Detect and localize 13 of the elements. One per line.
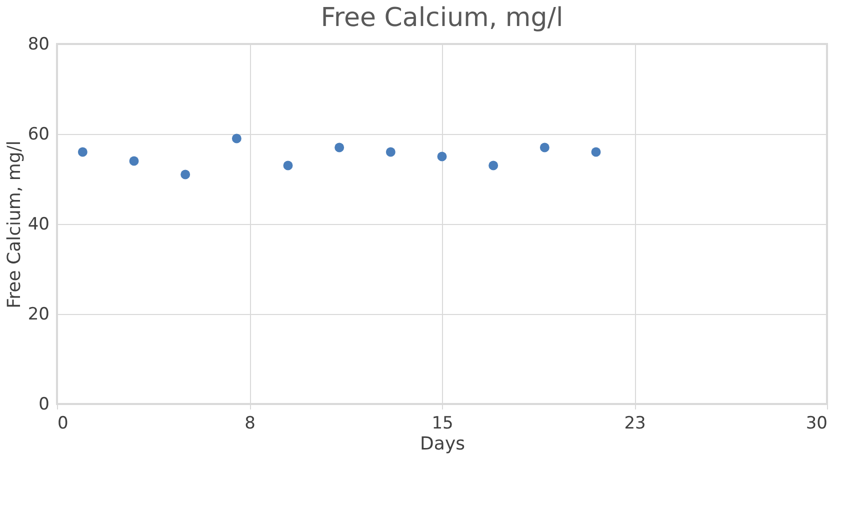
y-tick-label: 40 <box>28 214 50 234</box>
x-tick-label: 8 <box>244 414 256 434</box>
x-tick-label: 0 <box>58 414 68 434</box>
y-tick-label: 80 <box>28 34 50 54</box>
y-tick-label: 20 <box>28 304 50 324</box>
y-axis-title: Free Calcium, mg/l <box>4 140 25 308</box>
y-tick-label: 0 <box>38 394 50 414</box>
chart-title: Free Calcium, mg/l <box>320 3 564 33</box>
y-tick-label: 60 <box>28 124 50 144</box>
x-axis-title: Days <box>420 434 465 454</box>
x-tick-label: 23 <box>624 414 646 434</box>
x-tick-label: 30 <box>806 414 828 434</box>
x-tick-label: 15 <box>432 414 454 434</box>
